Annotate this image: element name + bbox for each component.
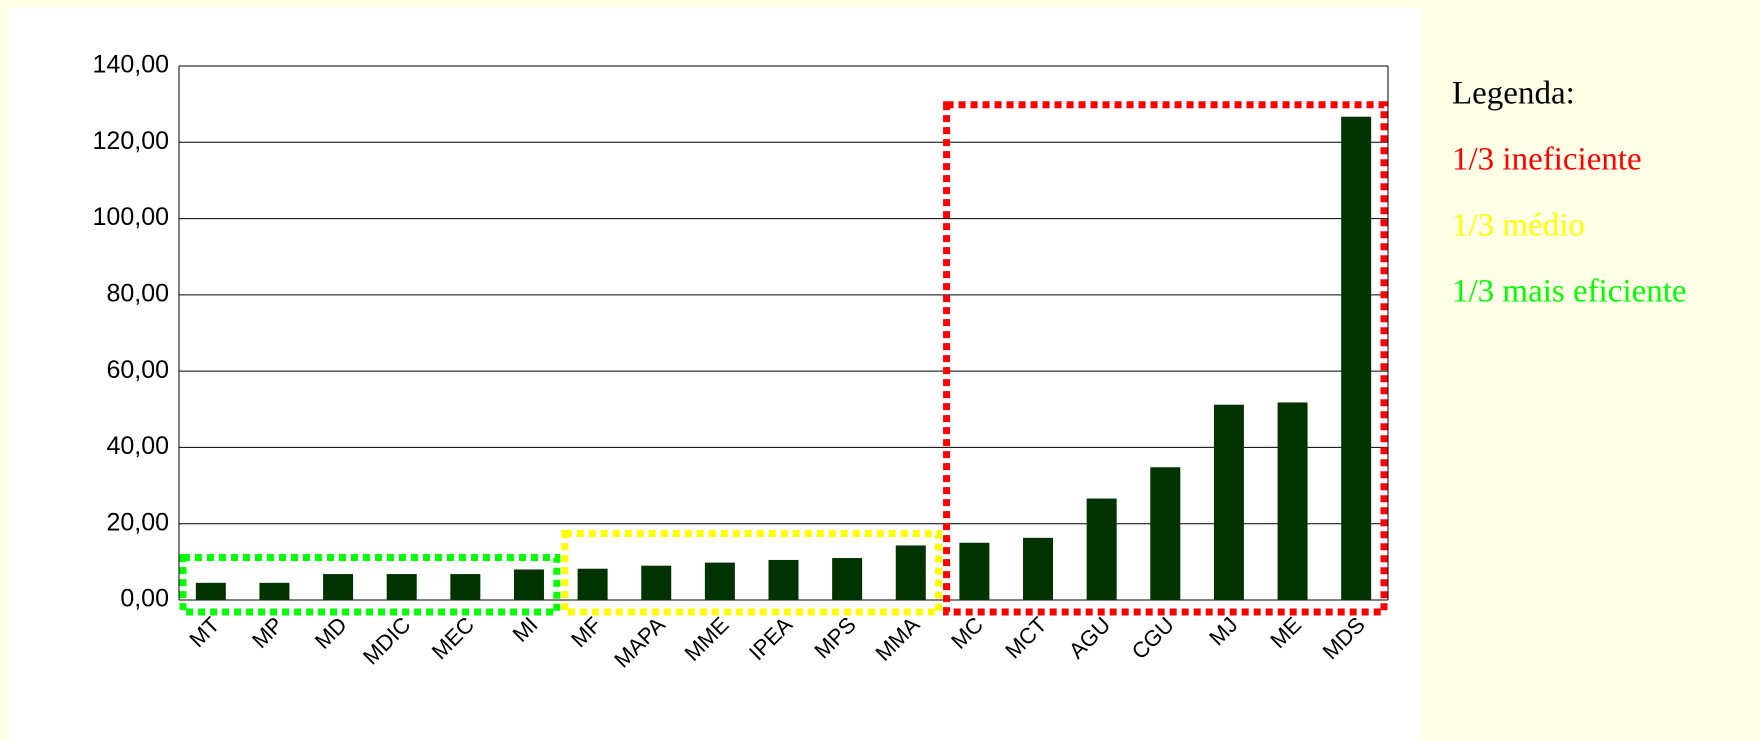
legend-item: 1/3 médio <box>1452 208 1585 244</box>
bar <box>959 542 990 600</box>
bar <box>386 574 417 600</box>
legend-item: 1/3 mais eficiente <box>1452 274 1687 310</box>
bar <box>704 562 735 600</box>
bar <box>195 582 226 600</box>
bar <box>1213 404 1244 600</box>
bar <box>513 569 544 600</box>
bar <box>577 568 608 600</box>
chart-area <box>8 8 1420 741</box>
group-box <box>943 101 1388 616</box>
bar <box>641 565 672 600</box>
bar <box>323 574 354 600</box>
y-tick-label: 60,00 <box>106 356 169 384</box>
bar <box>768 559 799 600</box>
y-tick-label: 0,00 <box>120 585 169 613</box>
bar <box>1150 467 1181 600</box>
bar <box>1341 116 1372 600</box>
y-tick-label: 40,00 <box>106 432 169 460</box>
group-box <box>561 529 943 616</box>
bar <box>1023 537 1054 600</box>
legend-title: Legenda: <box>1452 76 1575 112</box>
bar <box>832 558 863 600</box>
group-box <box>179 553 561 616</box>
y-tick-label: 20,00 <box>106 508 169 536</box>
bar <box>895 545 926 600</box>
bar <box>1277 402 1308 600</box>
y-tick-label: 100,00 <box>93 203 169 231</box>
y-tick-label: 120,00 <box>93 127 169 155</box>
y-tick-label: 140,00 <box>93 51 169 79</box>
bar <box>450 574 481 600</box>
legend-item: 1/3 ineficiente <box>1452 142 1642 178</box>
y-tick-label: 80,00 <box>106 279 169 307</box>
bar <box>1086 498 1117 600</box>
bar <box>259 582 290 600</box>
